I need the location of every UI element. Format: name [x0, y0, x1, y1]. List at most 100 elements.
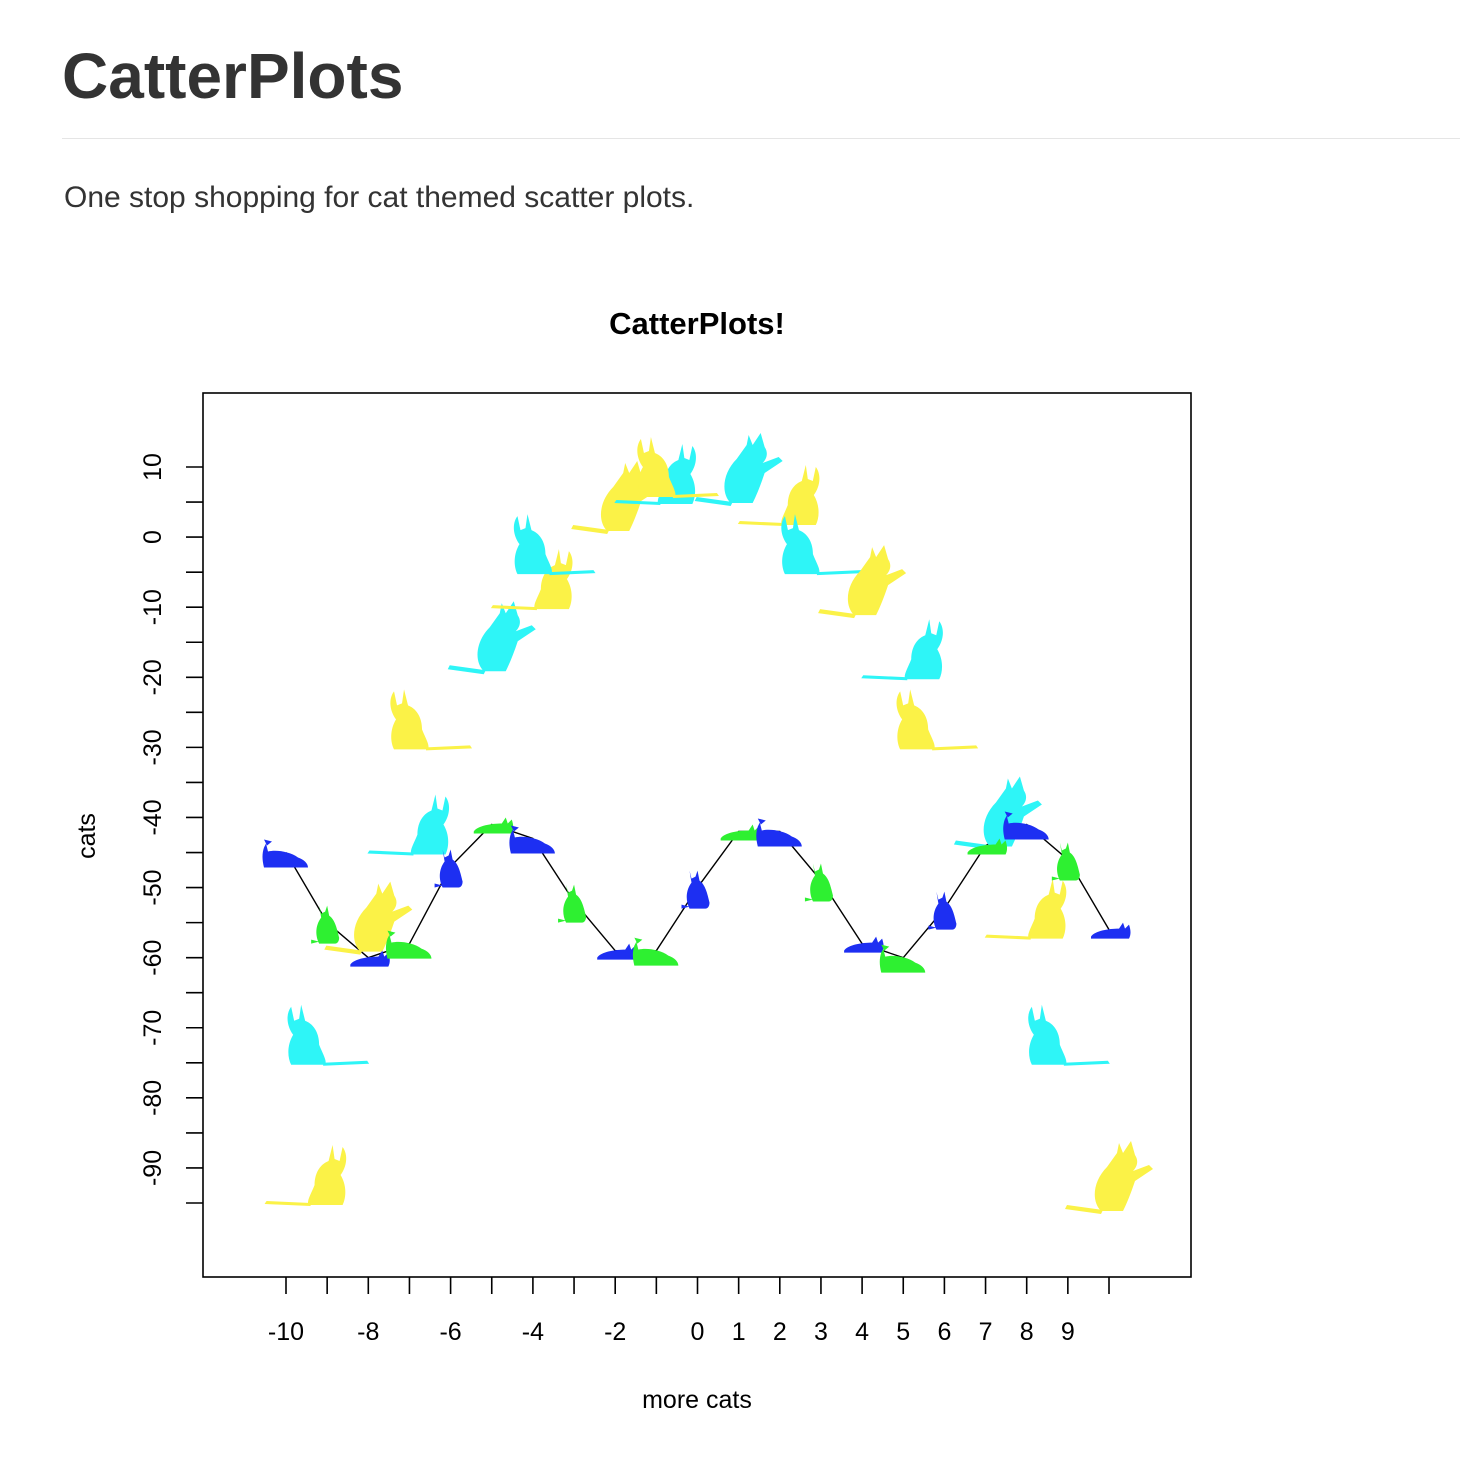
- cat-body: [316, 905, 340, 944]
- cat-markers: [262, 433, 1153, 1214]
- cat-body: [410, 794, 450, 855]
- cat-tail: [571, 525, 610, 535]
- x-axis-label: more cats: [642, 1386, 752, 1414]
- cat-body: [879, 944, 926, 973]
- cat-point: [447, 601, 536, 675]
- y-tick-label: -40: [139, 799, 167, 835]
- y-tick-label: -90: [139, 1150, 167, 1186]
- cat-tail: [549, 570, 596, 576]
- y-tick-label: -10: [139, 589, 167, 625]
- cat-tail: [434, 883, 443, 888]
- cat-body: [720, 824, 761, 841]
- cat-point: [1028, 1004, 1110, 1066]
- y-tick-label: -20: [139, 659, 167, 695]
- cat-body: [1091, 922, 1131, 939]
- cat-tail: [447, 665, 486, 675]
- cat-point: [1065, 1140, 1153, 1214]
- cat-tail: [1051, 876, 1060, 881]
- cat-point: [490, 549, 573, 611]
- cat-body: [1094, 1140, 1153, 1211]
- cat-point: [818, 545, 907, 619]
- cat-body: [354, 881, 413, 952]
- cat-point: [473, 817, 514, 834]
- page-tagline: One stop shopping for cat themed scatter…: [64, 181, 695, 214]
- cat-point: [804, 863, 833, 902]
- cat-body: [904, 619, 943, 680]
- cat-tail: [426, 745, 473, 751]
- cat-point: [861, 619, 943, 681]
- cat-body: [781, 514, 820, 575]
- x-tick-label: 2: [773, 1318, 787, 1346]
- cat-point: [720, 824, 761, 841]
- y-tick-label: 0: [139, 530, 167, 544]
- cat-body: [844, 936, 884, 953]
- cat-point: [928, 891, 957, 930]
- cat-point: [756, 818, 802, 847]
- cat-point: [385, 930, 432, 959]
- cat-point: [264, 1144, 347, 1206]
- cat-tail: [737, 521, 784, 527]
- cat-point: [558, 884, 587, 923]
- cat-tail: [861, 675, 908, 681]
- cat-tail: [928, 925, 937, 930]
- cat-body: [509, 825, 555, 854]
- cat-tail: [490, 605, 537, 611]
- cat-point: [1003, 811, 1049, 840]
- cat-tail: [681, 904, 690, 909]
- y-tick-label: -80: [139, 1080, 167, 1116]
- cat-body: [350, 950, 390, 967]
- chart-title: CatterPlots!: [609, 306, 785, 341]
- cat-body: [287, 1004, 326, 1065]
- cat-body: [600, 461, 660, 532]
- cat-body: [477, 601, 536, 672]
- cat-point: [879, 944, 926, 973]
- x-tick-label: -2: [604, 1318, 626, 1346]
- cat-point: [632, 937, 679, 966]
- x-tick-label: 3: [814, 1318, 828, 1346]
- cat-body: [473, 817, 514, 834]
- x-tick-label: -6: [439, 1318, 461, 1346]
- cat-point: [287, 1004, 370, 1066]
- cat-point: [967, 838, 1008, 855]
- cat-tail: [816, 570, 863, 576]
- cat-point: [597, 943, 637, 960]
- cat-point: [737, 465, 820, 527]
- x-tick-label: 6: [937, 1318, 951, 1346]
- x-tick-label: 0: [691, 1318, 705, 1346]
- cat-point: [781, 514, 863, 576]
- chart-axes: -10 -8 -6 -4 -2 0 1 2 3 4 5 6 7 8 9-90-80-70-60-50-40-…: [139, 392, 1192, 1346]
- cat-body: [632, 937, 679, 966]
- cat-point: [681, 870, 710, 909]
- cat-tail: [558, 918, 567, 923]
- cat-point: [434, 849, 463, 888]
- cat-tail: [614, 500, 661, 506]
- cat-point: [350, 950, 390, 967]
- x-tick-label: 1: [732, 1318, 746, 1346]
- cat-point: [367, 794, 450, 856]
- cat-point: [896, 689, 979, 751]
- cat-point: [513, 514, 596, 576]
- cat-point: [311, 905, 340, 944]
- cat-tail: [818, 609, 857, 619]
- y-axis-label: cats: [73, 813, 101, 859]
- cat-tail: [367, 850, 414, 856]
- cat-body: [1028, 878, 1067, 939]
- cat-point: [1091, 922, 1131, 939]
- cat-body: [781, 465, 820, 526]
- cat-body: [262, 839, 308, 868]
- cat-tail: [984, 934, 1031, 940]
- cat-tail: [672, 493, 719, 498]
- cat-body: [385, 930, 432, 959]
- x-tick-label: 7: [979, 1318, 993, 1346]
- cat-body: [390, 689, 429, 750]
- cat-body: [308, 1144, 347, 1205]
- title-divider: [62, 138, 1460, 139]
- cat-body: [724, 433, 783, 503]
- y-tick-label: 10: [139, 453, 167, 481]
- cat-body: [513, 514, 553, 575]
- y-tick-label: -70: [139, 1010, 167, 1046]
- cat-body: [597, 943, 637, 960]
- cat-tail: [1065, 1204, 1103, 1214]
- x-tick-label: 8: [1020, 1318, 1034, 1346]
- cat-body: [637, 437, 676, 497]
